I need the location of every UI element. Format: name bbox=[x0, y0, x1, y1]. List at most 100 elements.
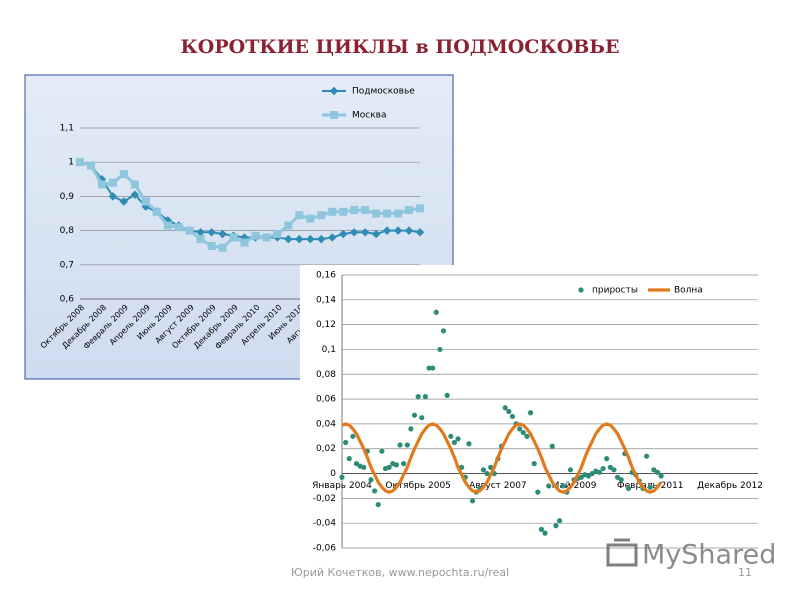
marker bbox=[371, 229, 381, 239]
point bbox=[426, 365, 432, 371]
point bbox=[408, 426, 414, 432]
marker bbox=[130, 190, 140, 199]
point bbox=[386, 464, 392, 470]
point bbox=[411, 412, 418, 418]
page-number: 11 bbox=[738, 566, 752, 579]
marker bbox=[119, 197, 129, 206]
marker bbox=[218, 243, 227, 252]
point bbox=[585, 473, 592, 479]
point bbox=[353, 461, 360, 467]
marker bbox=[404, 226, 414, 235]
marker bbox=[393, 226, 403, 235]
marker bbox=[152, 207, 161, 216]
point bbox=[542, 530, 548, 536]
point bbox=[614, 474, 621, 480]
point bbox=[556, 518, 563, 524]
point bbox=[346, 456, 352, 462]
point bbox=[466, 441, 472, 447]
marker bbox=[317, 211, 326, 220]
marker bbox=[317, 234, 326, 244]
point bbox=[502, 405, 508, 411]
wave-line bbox=[341, 422, 663, 494]
y-tick-label: 0,14 bbox=[316, 295, 336, 305]
marker bbox=[284, 234, 293, 244]
x-tick-label: Январь 2004 bbox=[312, 481, 372, 491]
y-tick-label: 0,16 bbox=[316, 271, 336, 281]
y-tick-label: 0,1 bbox=[322, 345, 336, 355]
marker bbox=[86, 161, 95, 170]
y-tick-label: -0,06 bbox=[313, 544, 337, 554]
legend-label: приросты bbox=[592, 286, 638, 296]
y-tick-label: 1 bbox=[68, 158, 74, 168]
point bbox=[350, 433, 356, 439]
marker bbox=[284, 221, 293, 230]
point bbox=[448, 433, 454, 439]
marker bbox=[196, 235, 205, 244]
marker bbox=[306, 234, 315, 244]
point bbox=[368, 477, 374, 483]
marker bbox=[207, 241, 216, 250]
point bbox=[531, 461, 537, 467]
marker bbox=[415, 228, 425, 237]
point bbox=[509, 413, 516, 420]
point bbox=[375, 501, 381, 508]
y-tick-label: 1,1 bbox=[60, 124, 74, 134]
point bbox=[422, 394, 429, 400]
marker bbox=[196, 228, 205, 237]
marker bbox=[328, 233, 337, 242]
footer: Юрий Кочетков, www.nepochta.ru/real bbox=[291, 566, 509, 579]
marker bbox=[339, 207, 348, 216]
marker bbox=[360, 228, 370, 237]
marker bbox=[76, 158, 84, 167]
y-tick-label: 0,12 bbox=[316, 320, 336, 330]
point bbox=[379, 448, 385, 454]
point bbox=[517, 426, 523, 432]
point bbox=[397, 442, 403, 448]
marker bbox=[361, 206, 370, 215]
point bbox=[527, 410, 534, 416]
y-tick-label: 0,02 bbox=[316, 444, 336, 454]
y-tick-label: 0 bbox=[330, 469, 336, 479]
point bbox=[618, 477, 624, 483]
point bbox=[535, 489, 541, 495]
watermark-text: MyShared bbox=[642, 540, 776, 571]
legend-marker bbox=[330, 111, 338, 119]
point bbox=[415, 394, 421, 400]
marker bbox=[383, 209, 392, 218]
point bbox=[607, 464, 613, 470]
y-tick-label: 0,7 bbox=[60, 260, 74, 270]
point bbox=[361, 464, 367, 470]
legend-label: Москва bbox=[352, 111, 386, 121]
x-tick-label: Май 2009 bbox=[552, 481, 597, 491]
legend-marker bbox=[578, 287, 584, 293]
marker bbox=[185, 226, 194, 235]
marker bbox=[163, 221, 172, 230]
y-tick-label: 0,6 bbox=[60, 295, 75, 305]
point bbox=[578, 474, 584, 480]
point bbox=[469, 498, 476, 504]
point bbox=[567, 467, 574, 473]
marker bbox=[97, 180, 106, 189]
point bbox=[372, 488, 378, 494]
point bbox=[611, 467, 617, 473]
y-tick-label: 0,9 bbox=[60, 192, 75, 202]
point bbox=[600, 465, 606, 472]
legend-marker bbox=[329, 86, 339, 96]
y-tick-label: 0,06 bbox=[316, 395, 336, 405]
point bbox=[654, 469, 661, 475]
marker bbox=[174, 223, 183, 232]
marker bbox=[416, 204, 424, 213]
chart2-background bbox=[300, 265, 765, 557]
point bbox=[658, 473, 664, 479]
point bbox=[455, 436, 461, 442]
point bbox=[538, 526, 545, 532]
marker bbox=[240, 238, 249, 247]
marker bbox=[108, 192, 118, 201]
marker bbox=[108, 178, 117, 187]
point bbox=[440, 328, 447, 334]
point bbox=[604, 456, 610, 462]
watermark: MyShared bbox=[606, 538, 776, 571]
marker bbox=[394, 209, 403, 218]
marker bbox=[295, 234, 304, 244]
y-tick-label: -0,04 bbox=[313, 519, 337, 529]
